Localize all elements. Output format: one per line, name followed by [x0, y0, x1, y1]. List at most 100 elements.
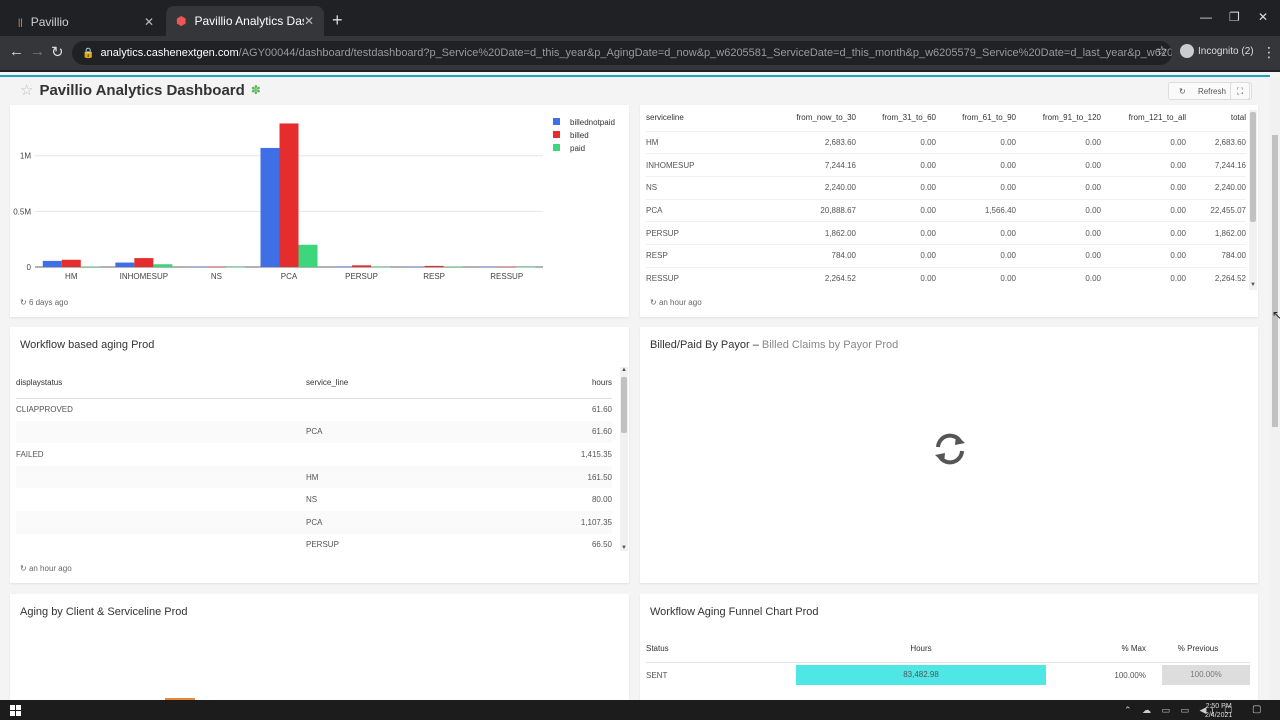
- funnel-column-header[interactable]: % Previous: [1146, 636, 1250, 663]
- workflow-aging-table: displaystatus service_line hours CLIAPPROV…: [16, 368, 612, 556]
- menu-icon[interactable]: ⋮: [1262, 44, 1276, 60]
- workflow-column-header[interactable]: service_line: [306, 368, 506, 399]
- bar-paid[interactable]: [80, 266, 100, 267]
- reload-icon[interactable]: ↻: [51, 44, 64, 61]
- scroll-down-icon[interactable]: ▼: [1250, 282, 1256, 288]
- funnel-column-header[interactable]: % Max: [1046, 636, 1146, 663]
- restore-icon[interactable]: ❐: [1229, 10, 1240, 24]
- funnel-column-header[interactable]: Status: [646, 636, 796, 663]
- bar-billed[interactable]: [352, 265, 372, 267]
- pivot-column-header[interactable]: from_31_to_60: [882, 113, 936, 123]
- legend-label[interactable]: billed: [570, 131, 589, 140]
- funnel-column-header[interactable]: Hours: [796, 636, 1046, 663]
- table-cell: NS: [646, 175, 766, 200]
- workflow-updated-label: an hour ago: [28, 564, 72, 573]
- table-cell: 0.00: [936, 243, 1016, 268]
- table-cell: PERSUP: [306, 540, 339, 550]
- pivot-column-header[interactable]: from_91_to_120: [1042, 113, 1101, 123]
- x-tick-label: PERSUP: [345, 272, 378, 281]
- bar-billed[interactable]: [497, 266, 517, 268]
- pivot-scrollbar[interactable]: ▼: [1249, 110, 1257, 290]
- pivot-column-header[interactable]: serviceline: [646, 113, 684, 123]
- close-tab-icon[interactable]: ✕: [143, 15, 154, 29]
- bookmark-star-icon[interactable]: ☆: [1156, 43, 1168, 58]
- bar-billed[interactable]: [424, 265, 444, 267]
- workflow-column-header[interactable]: hours: [506, 368, 612, 399]
- legend-label[interactable]: billednotpaid: [570, 118, 615, 127]
- notifications-icon[interactable]: ▢: [1252, 704, 1262, 715]
- table-row: RESP 784.00 0.00 0.00 0.00 0.00 784.00: [646, 243, 1246, 268]
- incognito-button[interactable]: Incognito (2): [1180, 44, 1254, 58]
- y-tick-label: 0.5M: [13, 207, 31, 216]
- table-cell: 0.00: [936, 153, 1016, 177]
- bar-billednotpaid[interactable]: [42, 260, 62, 267]
- taskbar-date: 2/4/2021: [1205, 712, 1233, 719]
- new-tab-icon[interactable]: +: [332, 10, 343, 30]
- workflow-scrollbar[interactable]: ▲ ▼: [620, 367, 628, 551]
- back-icon[interactable]: ←: [9, 43, 24, 60]
- bar-paid[interactable]: [298, 244, 318, 267]
- table-cell: 0.00: [856, 266, 936, 290]
- scroll-down-icon[interactable]: ▼: [621, 545, 627, 551]
- table-cell: PCA: [306, 510, 506, 534]
- bar-billednotpaid[interactable]: [405, 266, 425, 268]
- legend-label[interactable]: paid: [570, 144, 585, 153]
- bar-paid[interactable]: [371, 266, 391, 268]
- bar-billednotpaid[interactable]: [187, 266, 207, 268]
- scroll-up-icon[interactable]: ▲: [621, 367, 627, 373]
- bar-billednotpaid[interactable]: [260, 147, 280, 267]
- favorite-star-icon[interactable]: ☆: [20, 82, 34, 99]
- pivot-column-header[interactable]: from_61_to_90: [962, 113, 1016, 123]
- bar-billednotpaid[interactable]: [333, 266, 353, 267]
- bar-billed[interactable]: [134, 258, 154, 267]
- page-scrollbar-thumb[interactable]: [1272, 135, 1278, 427]
- x-tick-label: RESSUP: [490, 272, 523, 281]
- page-scrollbar[interactable]: [1270, 77, 1280, 700]
- bar-billed[interactable]: [61, 259, 81, 267]
- bar-billed[interactable]: [206, 266, 226, 268]
- workflow-column-header[interactable]: displaystatus: [16, 368, 306, 399]
- x-tick-label: INHOMESUP: [120, 272, 168, 281]
- address-bar[interactable]: 🔒 analytics.cashenextgen.com/AGY00044/da…: [72, 41, 1172, 65]
- bar-billednotpaid[interactable]: [115, 262, 135, 267]
- y-tick-label: 1M: [20, 152, 31, 161]
- pivot-column-header[interactable]: from_now_to_30: [796, 113, 856, 123]
- funnel-bar[interactable]: 83,482.98: [796, 665, 1046, 686]
- system-tray-icons[interactable]: ⌃ ☁ ▭ ▭ ◀) ☐: [1124, 705, 1237, 715]
- bar-billed[interactable]: [279, 123, 299, 267]
- table-cell: 1,415.35: [580, 449, 612, 459]
- aging-pivot-card: serviceline from_now_to_30 from_31_to_60 fr…: [640, 105, 1258, 317]
- windows-start-icon[interactable]: [10, 705, 21, 716]
- windows-taskbar: ⌃ ☁ ▭ ▭ ◀) ☐ 2:50 PM 2/4/2021 ▢: [0, 700, 1280, 720]
- close-tab-icon[interactable]: ✕: [303, 14, 314, 28]
- bar-billednotpaid[interactable]: [478, 266, 498, 268]
- bar-paid[interactable]: [225, 266, 245, 268]
- fullscreen-button[interactable]: ⛶: [1230, 82, 1250, 100]
- legend-swatch: [553, 118, 560, 125]
- bar-paid[interactable]: [516, 266, 536, 268]
- table-cell: CLIAPPROVED: [16, 405, 73, 415]
- pivot-column-header[interactable]: total: [1230, 113, 1246, 123]
- x-tick-label: NS: [211, 272, 222, 281]
- tab-pavillio[interactable]: || Pavillio ✕: [8, 8, 164, 36]
- table-cell: 0.00: [1016, 266, 1101, 290]
- table-cell: 2,683.60: [766, 130, 856, 154]
- forward-icon[interactable]: →: [30, 43, 45, 60]
- pivot-scrollbar-thumb[interactable]: [1250, 112, 1256, 222]
- bar-paid[interactable]: [153, 264, 173, 267]
- table-cell: 7,244.16: [1186, 153, 1246, 177]
- bar-paid[interactable]: [443, 266, 463, 267]
- pivot-footer: ↻ an hour ago: [650, 298, 702, 307]
- table-cell: FAILED: [16, 449, 44, 459]
- workflow-scrollbar-thumb[interactable]: [621, 377, 627, 433]
- tab-dashboard[interactable]: ⬢ Pavillio Analytics Dashboard ✕: [166, 6, 324, 36]
- table-cell: 0.00: [856, 221, 936, 245]
- minimize-icon[interactable]: —: [1200, 10, 1212, 24]
- table-cell: 1,107.35: [506, 510, 612, 534]
- table-cell: HM: [306, 465, 506, 489]
- pivot-column-header[interactable]: from_121_to_all: [1128, 113, 1186, 123]
- table-cell: 0.00: [1101, 153, 1186, 177]
- close-window-icon[interactable]: ✕: [1258, 10, 1269, 24]
- table-cell: 0.00: [1016, 243, 1101, 268]
- taskbar-clock[interactable]: 2:50 PM 2/4/2021: [1205, 702, 1232, 720]
